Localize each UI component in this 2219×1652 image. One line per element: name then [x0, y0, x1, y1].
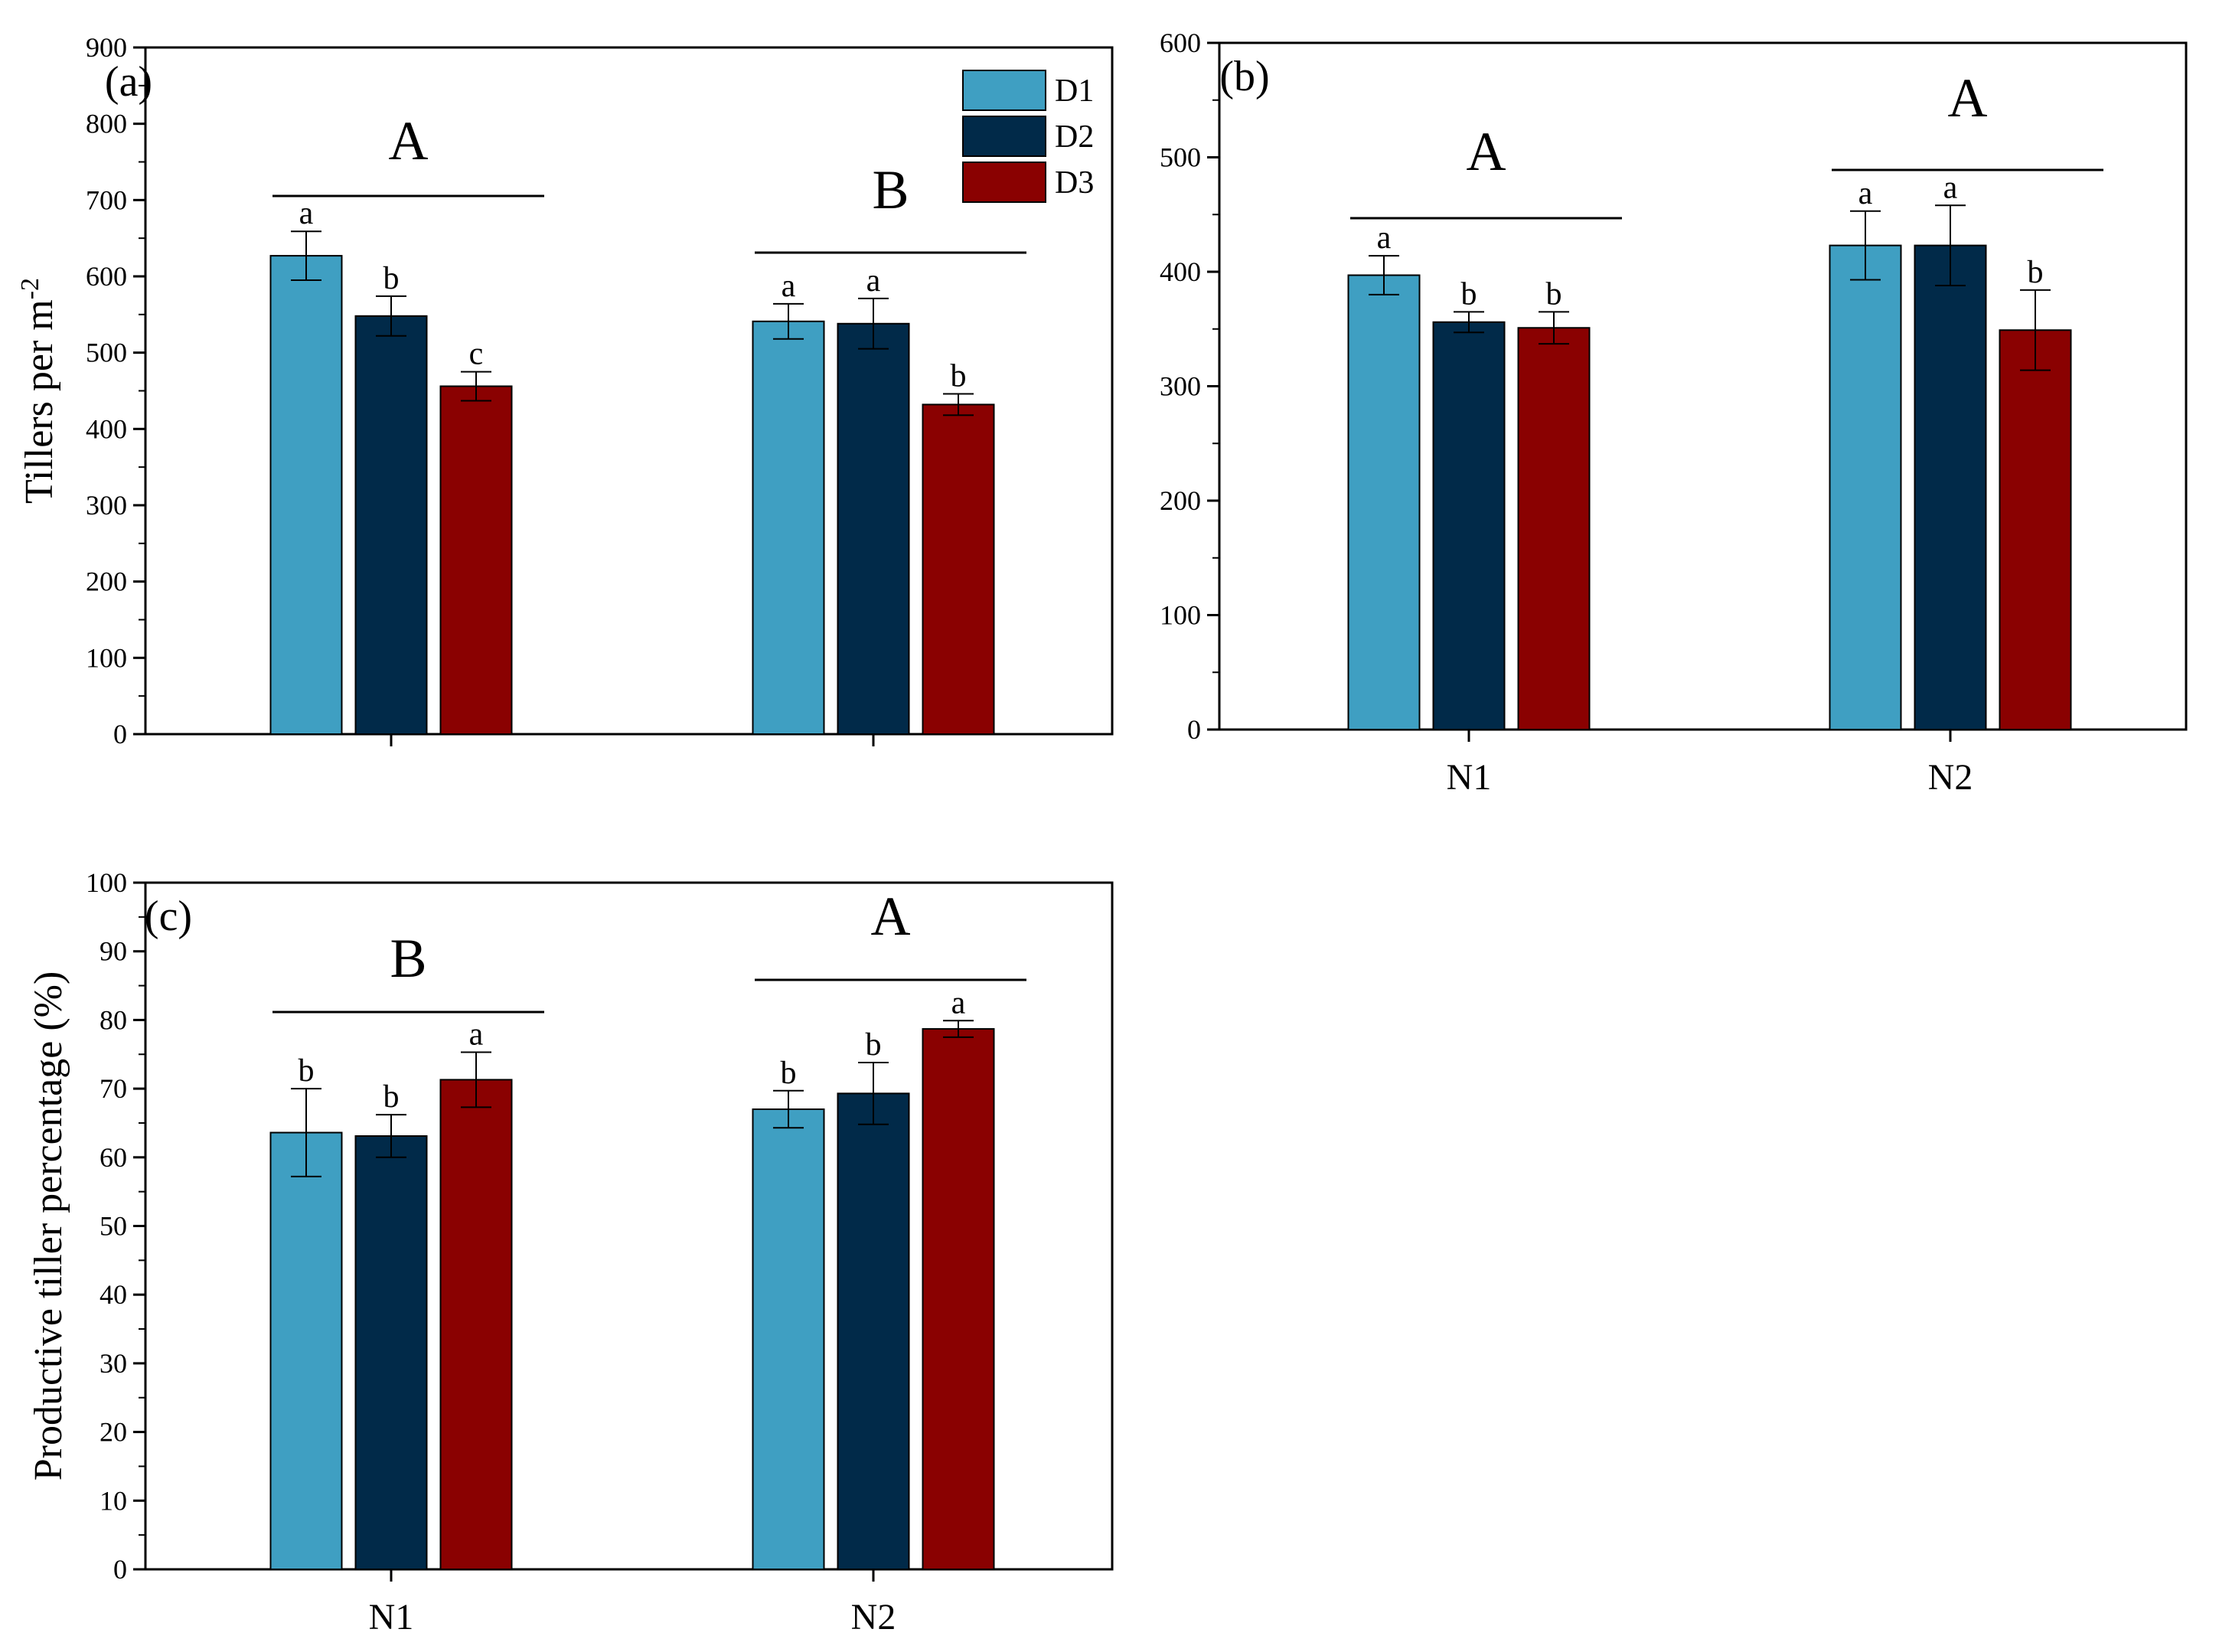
y-tick-label: 600 — [1160, 28, 1201, 58]
significance-letter: b — [951, 358, 967, 393]
significance-letter: a — [1943, 170, 1958, 205]
y-axis-label-main: Tillers per m — [18, 299, 61, 504]
bar-D1 — [269, 255, 343, 735]
panel-label: (c) — [145, 893, 192, 940]
bar-D3 — [439, 1079, 513, 1570]
bar-D1 — [752, 320, 825, 735]
legend-label-D3: D3 — [1055, 165, 1094, 201]
y-axis-label-superscript: -2 — [16, 278, 44, 299]
bar-D2 — [837, 1092, 910, 1570]
significance-letter: a — [299, 196, 314, 231]
y-tick-label: 40 — [100, 1279, 127, 1310]
significance-letter: b — [1546, 276, 1562, 312]
bar-D3 — [439, 385, 513, 735]
significance-letter: a — [782, 269, 796, 304]
x-tick-label: N1 — [1447, 757, 1492, 798]
significance-letter: b — [1461, 276, 1477, 312]
y-tick-label: 100 — [86, 642, 127, 673]
y-tick-label: 10 — [100, 1485, 127, 1516]
bar-D3 — [922, 1028, 995, 1571]
bar-D2 — [1914, 244, 1987, 730]
bar-D2 — [1432, 321, 1506, 730]
bar-D2 — [837, 322, 910, 735]
group-letter: B — [390, 928, 426, 989]
significance-letter: a — [469, 1017, 484, 1053]
significance-letter: a — [866, 263, 881, 299]
y-axis-label: Tillers per m-2 — [16, 278, 61, 504]
bar-D1 — [752, 1108, 825, 1570]
significance-letter: b — [299, 1053, 315, 1089]
y-tick-label: 300 — [86, 490, 127, 521]
y-axis-label: Productive tiller percentage (%) — [27, 971, 70, 1481]
group-letter: B — [872, 159, 909, 220]
y-tick-label: 50 — [100, 1211, 127, 1242]
bar-D1 — [269, 1131, 343, 1571]
significance-letter: a — [951, 985, 966, 1020]
y-tick-label: 700 — [86, 184, 127, 215]
legend-swatch-D2 — [962, 116, 1046, 157]
y-tick-label: 500 — [86, 338, 127, 368]
legend: D1 D2 D3 — [962, 70, 1094, 203]
y-tick-label: 60 — [100, 1142, 127, 1173]
significance-letter: a — [1858, 176, 1873, 211]
chart-panel-2: 0 100 200 300 400 500 600 N1 N2 a a b a b b A A (b) — [1160, 28, 2188, 798]
x-tick-label: N1 — [369, 1597, 414, 1637]
group-letter: A — [1467, 121, 1506, 182]
panel-label: (b) — [1219, 53, 1269, 100]
group-letter: A — [389, 110, 429, 171]
y-tick-label: 100 — [1160, 600, 1201, 631]
group-letter: A — [871, 886, 911, 947]
bar-D2 — [354, 1135, 428, 1571]
y-tick-label: 0 — [1187, 714, 1201, 745]
y-tick-label: 20 — [100, 1417, 127, 1448]
panel-label: (a) — [105, 58, 152, 106]
y-tick-label: 200 — [1160, 485, 1201, 516]
x-tick-label: N2 — [851, 1597, 896, 1637]
significance-letter: b — [383, 1079, 400, 1115]
chart-panel-1: 0 100 200 300 400 500 600 700 800 900 a a b a c b A B (a) T… — [16, 32, 1114, 749]
significance-letter: c — [469, 337, 484, 372]
significance-letter: a — [1377, 220, 1392, 256]
significance-letter: b — [383, 261, 400, 296]
y-tick-label: 90 — [100, 936, 127, 967]
significance-letter: b — [781, 1056, 797, 1091]
legend-label-D1: D1 — [1055, 73, 1094, 109]
group-letter: A — [1948, 67, 1988, 129]
y-tick-label: 800 — [86, 109, 127, 139]
legend-label-D2: D2 — [1055, 119, 1094, 155]
y-tick-label: 0 — [113, 1554, 127, 1585]
y-tick-label: 500 — [1160, 142, 1201, 173]
y-tick-label: 30 — [100, 1348, 127, 1379]
significance-letter: b — [866, 1027, 882, 1063]
bar-D2 — [354, 315, 428, 735]
bar-D1 — [1347, 274, 1421, 730]
y-tick-label: 300 — [1160, 371, 1201, 402]
y-tick-label: 70 — [100, 1073, 127, 1104]
y-tick-label: 400 — [1160, 256, 1201, 287]
y-tick-label: 80 — [100, 1004, 127, 1035]
legend-swatch-D1 — [962, 70, 1046, 111]
y-axis-label-main: Productive tiller percentage (%) — [27, 971, 70, 1481]
bar-D3 — [1999, 329, 2072, 730]
significance-letter: b — [2028, 255, 2044, 290]
y-tick-label: 0 — [113, 719, 127, 749]
bar-D3 — [922, 403, 995, 735]
y-tick-label: 200 — [86, 566, 127, 597]
x-tick-label: N2 — [1928, 757, 1973, 798]
y-tick-label: 100 — [86, 867, 127, 898]
chart-panel-3: 0 10 20 30 40 50 60 70 80 90 100 N1 N2 b b b b a a B A (c) Pro… — [27, 867, 1114, 1637]
y-tick-label: 900 — [86, 32, 127, 63]
y-tick-label: 600 — [86, 261, 127, 292]
legend-swatch-D3 — [962, 162, 1046, 203]
bar-D1 — [1829, 244, 1902, 730]
y-tick-label: 400 — [86, 413, 127, 444]
bar-D3 — [1517, 327, 1591, 730]
